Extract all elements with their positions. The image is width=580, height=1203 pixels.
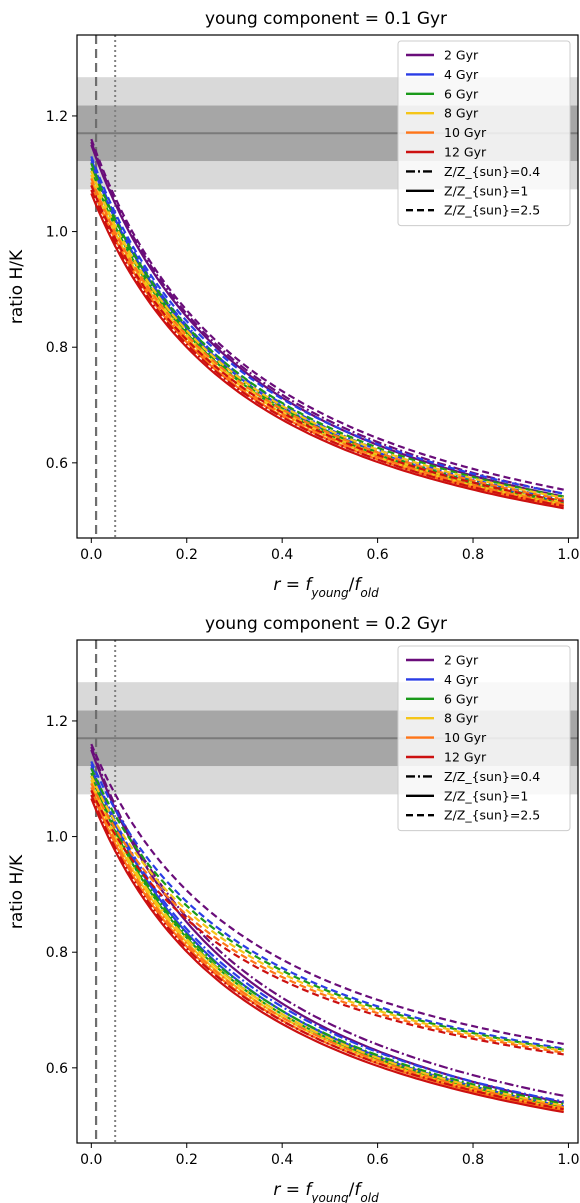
x-tick-label: 0.6 [366,547,388,563]
series-line-8-gyr-z1 [90,177,564,506]
series-line-12-gyr-z1 [90,797,564,1114]
legend-label: 10 Gyr [444,125,487,140]
series-line-6-gyr-z2.5 [90,162,564,498]
axes-frame [76,34,579,539]
y-tick-label: 1.2 [46,714,68,730]
x-tick-label: 0.6 [366,1152,388,1168]
legend-label: 4 Gyr [444,67,479,82]
series-line-10-gyr-z0.4 [90,786,564,1109]
x-tick-label: 0.8 [462,547,484,563]
x-tick-label: 0.0 [80,1152,102,1168]
legend-label: 2 Gyr [444,48,479,63]
y-axis-label: ratio H/K [7,249,27,324]
series-line-4-gyr-z2.5 [90,156,564,495]
legend-label: 6 Gyr [444,86,479,101]
x-axis-label: r = fyoung/fold [273,575,379,600]
legend-label: 12 Gyr [444,750,487,765]
legend-label: 4 Gyr [444,672,479,687]
y-tick-label: 1.0 [46,225,68,241]
legend-label: 6 Gyr [444,691,479,706]
series-line-12-gyr-z2.5 [90,184,564,503]
legend-label: Z/Z_{sun}=2.5 [444,808,540,823]
x-tick-label: 1.0 [557,1152,579,1168]
legend-label: Z/Z_{sun}=0.4 [444,164,540,179]
y-tick-label: 0.8 [46,340,68,356]
x-tick-label: 0.8 [462,1152,484,1168]
series-line-12-gyr-z1 [90,192,564,510]
svg-text:r = fyoung/fold: r = fyoung/fold [273,1180,379,1203]
series-line-12-gyr-z0.4 [90,189,564,507]
y-tick-label: 0.6 [46,456,68,472]
x-tick-label: 0.0 [80,547,102,563]
y-tick-label: 0.8 [46,945,68,961]
svg-text:ratio H/K: ratio H/K [7,854,27,929]
series-line-12-gyr-z0.4 [90,794,564,1111]
legend-label: 10 Gyr [444,730,487,745]
legend: 2 Gyr 4 Gyr 6 Gyr 8 Gyr 10 Gyr 12 Gyr Z/Z_{sun… [397,40,571,227]
svg-text:ratio H/K: ratio H/K [7,249,27,324]
x-tick-label: 0.2 [176,547,198,563]
series-line-4-gyr-z2.5 [90,760,564,1050]
x-tick-label: 1.0 [557,547,579,563]
chart-panel-top: young component = 0.1 Gyr 0.0 0.2 0.4 0.6 0.… [7,9,580,600]
series-line-10-gyr-z1 [90,789,564,1112]
y-tick-label: 1.2 [46,109,68,125]
series-line-8-gyr-z0.4 [90,779,564,1107]
series-line-2-gyr-z2.5 [90,743,564,1045]
series-line-10-gyr-z1 [90,184,564,508]
legend-label: Z/Z_{sun}=1 [444,183,528,198]
series-line-8-gyr-z0.4 [90,174,564,504]
series-line-12-gyr-z2.5 [90,789,564,1056]
legend-label: 12 Gyr [444,145,487,160]
legend-label: 2 Gyr [444,653,479,668]
y-axis-label: ratio H/K [7,854,27,929]
x-tick-label: 0.2 [176,1152,198,1168]
legend-label: Z/Z_{sun}=0.4 [444,769,540,784]
series-line-8-gyr-z1 [90,782,564,1110]
legend-box [397,645,571,832]
series-line-4-gyr-z0.4 [90,763,564,1103]
x-tick-label: 0.4 [271,547,293,563]
x-axis-label: r = fyoung/fold [273,1180,379,1203]
series-line-10-gyr-z2.5 [90,177,564,501]
chart-title: young component = 0.1 Gyr [205,9,447,29]
svg-text:r = fyoung/fold: r = fyoung/fold [273,575,379,600]
legend-label: Z/Z_{sun}=2.5 [444,203,540,218]
series-line-10-gyr-z2.5 [90,782,564,1054]
legend-label: Z/Z_{sun}=1 [444,788,528,803]
series-line-10-gyr-z0.4 [90,181,564,506]
legend-label: 8 Gyr [444,711,479,726]
series-line-2-gyr-z2.5 [90,138,564,491]
series-line-2-gyr-z0.4 [90,141,564,495]
x-tick-label: 0.4 [271,1152,293,1168]
legend-box [397,40,571,227]
axes-frame [76,639,579,1144]
y-tick-label: 0.6 [46,1061,68,1077]
series-line-6-gyr-z2.5 [90,767,564,1051]
y-tick-label: 1.0 [46,830,68,846]
series-line-8-gyr-z2.5 [90,775,564,1052]
legend-label: 8 Gyr [444,106,479,121]
legend: 2 Gyr 4 Gyr 6 Gyr 8 Gyr 10 Gyr 12 Gyr Z/Z_{sun… [397,645,571,832]
chart-panel-bottom: young component = 0.2 Gyr 0.0 0.2 0.4 0.6 0.… [7,614,580,1203]
series-line-6-gyr-z0.4 [90,772,564,1106]
series-line-2-gyr-z0.4 [90,746,564,1097]
chart-title: young component = 0.2 Gyr [205,614,447,634]
